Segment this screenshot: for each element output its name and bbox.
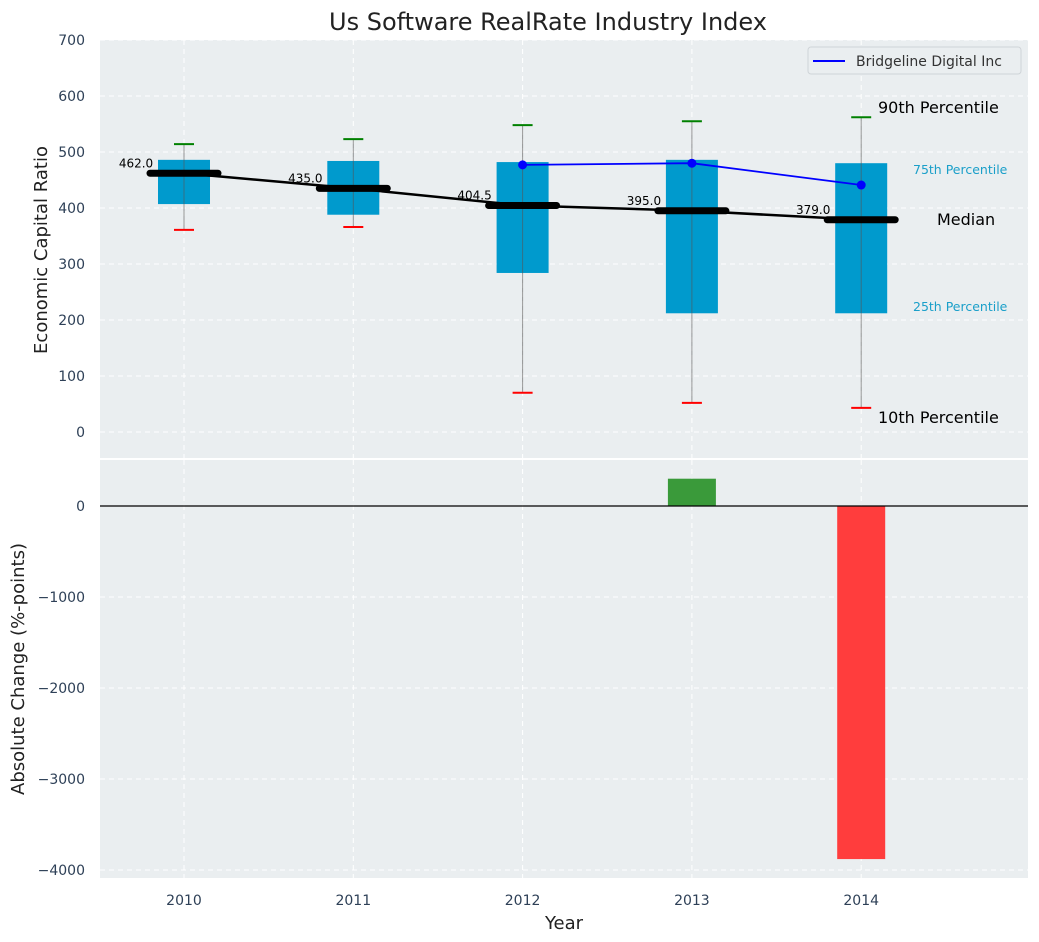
x-tick-label: 2014: [843, 893, 879, 909]
p75-annotation: 75th Percentile: [913, 162, 1008, 177]
lower-panel: 0 −1000 −2000 −3000 −4000 2010 2011 2012 2013 201…: [38, 460, 1028, 909]
x-tick-label: 2013: [674, 893, 710, 909]
legend: Bridgeline Digital Inc: [807, 46, 1022, 75]
p10-annotation: 10th Percentile: [878, 408, 999, 427]
company-point: [856, 180, 866, 190]
upper-y-axis-label: Economic Capital Ratio: [31, 146, 52, 354]
lower-y-axis-label: Absolute Change (%-points): [8, 543, 29, 795]
x-tick-label: 2011: [335, 893, 371, 909]
change-bar: [667, 478, 716, 506]
change-bar: [837, 506, 886, 860]
lower-y-tick-label: −3000: [38, 772, 85, 788]
median-value-label: 404.5: [457, 188, 491, 202]
upper-y-tick-label: 0: [76, 425, 85, 441]
chart-title: Us Software RealRate Industry Index: [329, 8, 767, 36]
lower-y-tick-label: 0: [76, 499, 85, 515]
legend-entry: Bridgeline Digital Inc: [856, 54, 1002, 70]
x-tick-label: 2012: [505, 893, 541, 909]
lower-plot-background: [100, 460, 1028, 878]
lower-y-tick-label: −4000: [38, 863, 85, 879]
company-point: [687, 158, 697, 168]
upper-y-tick-label: 300: [58, 257, 85, 273]
median-value-label: 395.0: [627, 194, 661, 208]
x-axis-label: Year: [544, 913, 584, 934]
upper-y-tick-label: 500: [58, 145, 85, 161]
median-annotation: Median: [937, 210, 995, 229]
upper-y-tick-label: 400: [58, 201, 85, 217]
lower-y-tick-label: −2000: [38, 681, 85, 697]
upper-y-tick-label: 700: [58, 33, 85, 49]
median-value-label: 379.0: [796, 203, 830, 217]
upper-y-tick-label: 100: [58, 369, 85, 385]
median-value-label: 462.0: [119, 156, 153, 170]
upper-y-tick-label: 600: [58, 89, 85, 105]
legend-box: [807, 46, 1022, 75]
p90-annotation: 90th Percentile: [878, 98, 999, 117]
company-point: [518, 160, 528, 170]
x-tick-label: 2010: [166, 893, 202, 909]
p25-annotation: 25th Percentile: [913, 299, 1008, 314]
upper-y-tick-label: 200: [58, 313, 85, 329]
lower-y-tick-label: −1000: [38, 590, 85, 606]
median-value-label: 435.0: [288, 171, 322, 185]
upper-panel: 0 100 200 300 400 500 600 700 462.0 435.0 404.5 395…: [58, 33, 1028, 458]
